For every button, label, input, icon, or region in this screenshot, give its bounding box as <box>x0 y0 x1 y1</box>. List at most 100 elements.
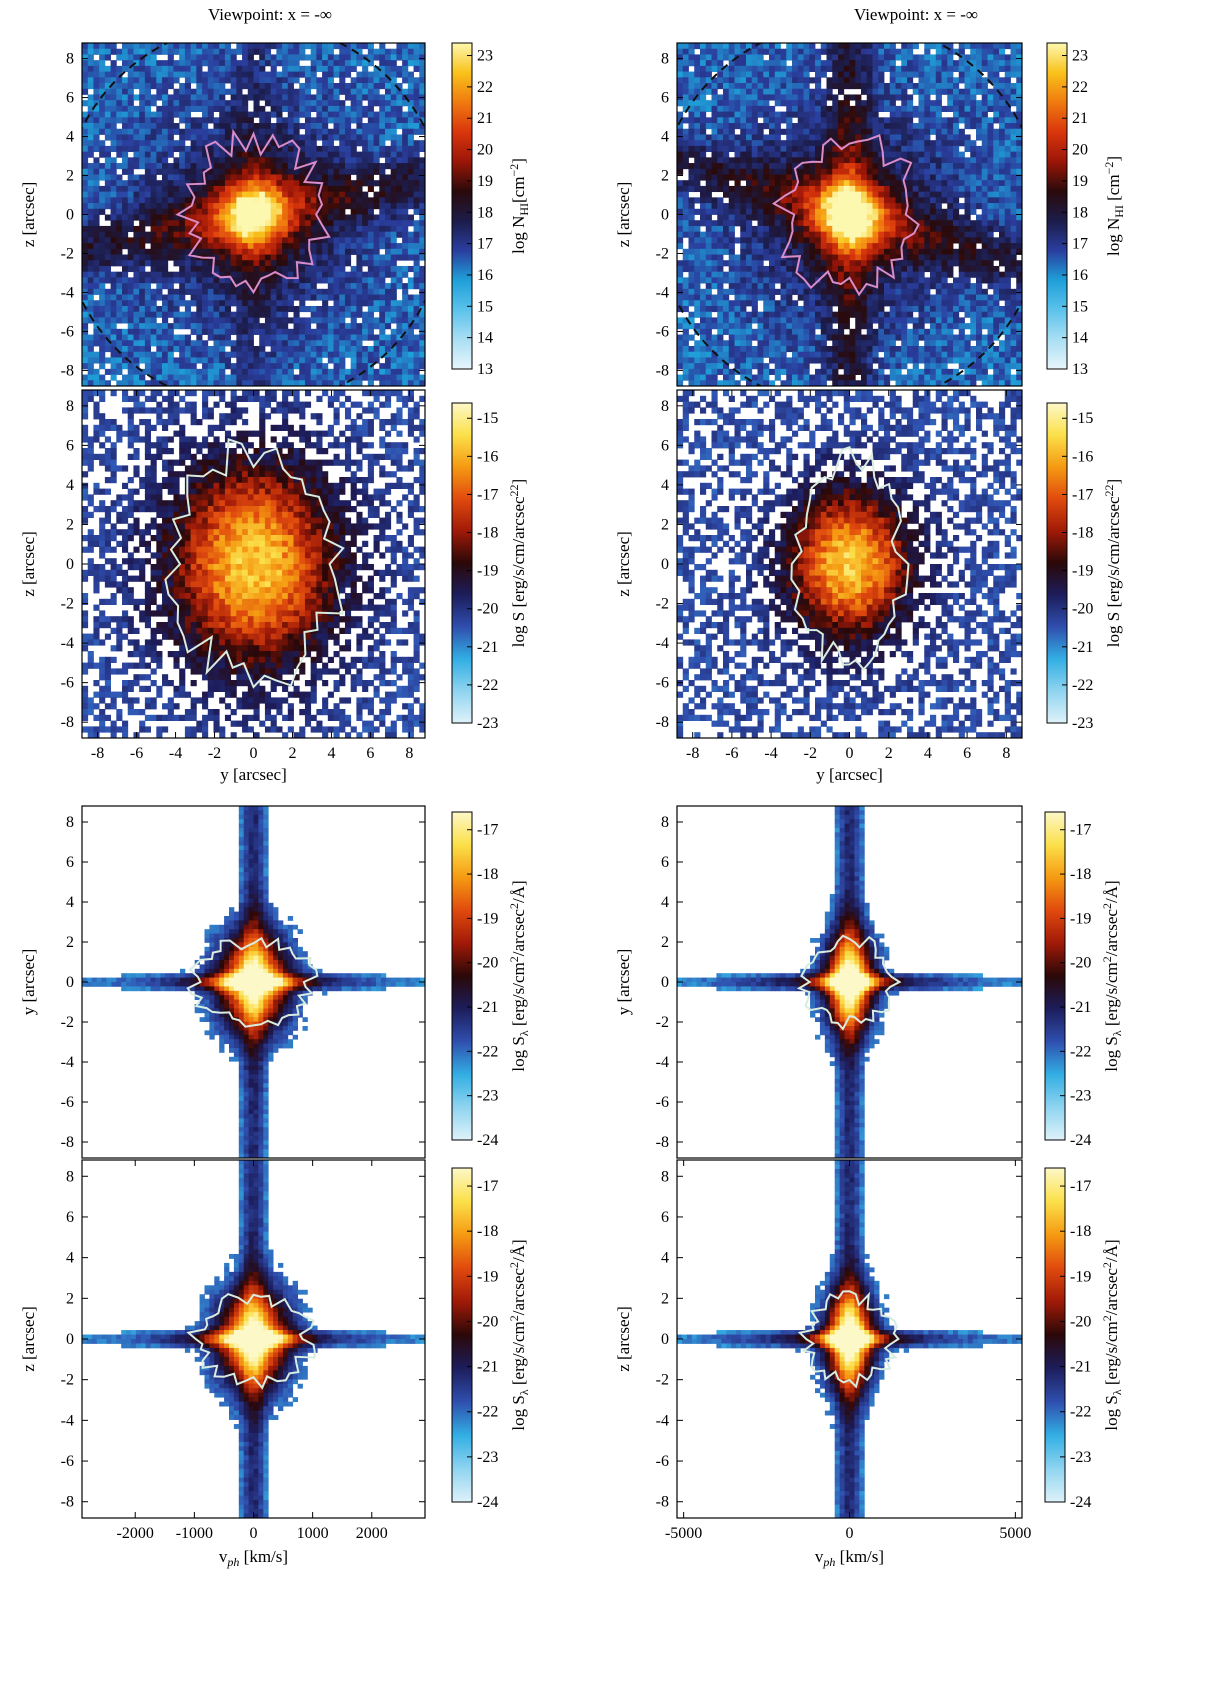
colorbar-tick-label: -20 <box>1070 955 1091 972</box>
x-tick-label: -6 <box>130 745 143 762</box>
colorbar-tick-label: -22 <box>1070 1404 1091 1421</box>
y-axis-label: y [arcsec] <box>19 949 38 1016</box>
colorbar-tick-label: -19 <box>477 563 498 580</box>
colorbar-tick-label: -24 <box>477 1132 498 1149</box>
y-tick-label: -2 <box>61 1372 74 1389</box>
x-tick-label: -4 <box>764 745 777 762</box>
colorbar-tick-label: -20 <box>1070 1313 1091 1330</box>
colorbar-tick-label: -21 <box>477 639 498 656</box>
contour-b3 <box>796 934 902 1031</box>
colorbar-tick-label: -24 <box>1070 1132 1091 1149</box>
x-tick-label: 0 <box>250 745 258 762</box>
y-axis-label: z [arcsec] <box>614 531 633 597</box>
colorbar-tick-label: -18 <box>1070 866 1091 883</box>
contour-b1 <box>771 134 920 297</box>
heatmap-image-a4 <box>82 1160 426 1519</box>
x-tick-label: 6 <box>366 745 374 762</box>
y-axis-label: z [arcsec] <box>614 182 633 248</box>
colorbar-b3 <box>1044 811 1066 1141</box>
x-tick-label: 5000 <box>999 1525 1031 1542</box>
y-tick-label: -8 <box>61 362 74 379</box>
colorbar-a4 <box>451 1167 473 1503</box>
y-tick-label: -4 <box>61 1054 74 1071</box>
x-tick-label: 0 <box>846 1525 854 1542</box>
colorbar-tick-label: 14 <box>1072 330 1088 347</box>
colorbar-tick-label: -18 <box>477 525 498 542</box>
colorbar-tick-label: -22 <box>477 1043 498 1060</box>
y-axis-label: z [arcsec] <box>19 1306 38 1372</box>
colorbar-tick-label: -23 <box>477 715 498 732</box>
colorbar-tick-label: -21 <box>1070 1359 1091 1376</box>
colorbar-label: log S [erg/s/cm/arcsec22] <box>507 479 528 647</box>
colorbar-tick-label: 23 <box>1072 48 1088 65</box>
y-tick-label: 6 <box>661 90 669 107</box>
colorbar-tick-label: 20 <box>477 142 493 159</box>
x-axis-label: y [arcsec] <box>816 765 883 784</box>
y-tick-label: 2 <box>66 934 74 951</box>
colorbar-b2 <box>1046 402 1068 724</box>
x-tick-label: -8 <box>686 745 699 762</box>
x-tick-label: -2 <box>804 745 817 762</box>
y-tick-label: 4 <box>661 1250 669 1267</box>
colorbar-b1 <box>1046 42 1068 370</box>
y-tick-label: -6 <box>656 675 669 692</box>
y-tick-label: 4 <box>66 894 74 911</box>
heatmap-image-a3 <box>82 806 426 1159</box>
y-tick-label: 0 <box>661 556 669 573</box>
colorbar-tick-label: -17 <box>1070 822 1091 839</box>
y-tick-label: 8 <box>66 1168 74 1185</box>
y-tick-label: 0 <box>66 974 74 991</box>
colorbar-tick-label: -22 <box>477 1404 498 1421</box>
x-tick-label: -5000 <box>665 1525 702 1542</box>
x-tick-label: -4 <box>169 745 182 762</box>
contour-b2 <box>790 446 910 671</box>
heatmap-image-a1 <box>82 43 426 387</box>
colorbar-tick-label: 17 <box>1072 236 1088 253</box>
contour-a2 <box>164 438 345 689</box>
y-tick-label: 2 <box>66 516 74 533</box>
colorbar-tick-label: 13 <box>1072 361 1088 378</box>
x-tick-label: 2 <box>288 745 296 762</box>
y-tick-label: -4 <box>656 635 669 652</box>
y-tick-label: 0 <box>66 1331 74 1348</box>
colorbar-tick-label: -23 <box>1072 715 1093 732</box>
colorbar-tick-label: 16 <box>1072 267 1088 284</box>
x-tick-label: 2 <box>885 745 893 762</box>
y-axis-label: y [arcsec] <box>614 949 633 1016</box>
x-tick-label: 6 <box>963 745 971 762</box>
colorbar-tick-label: 14 <box>477 330 493 347</box>
y-tick-label: 8 <box>661 398 669 415</box>
x-axis-label: vph [km/s] <box>815 1547 884 1569</box>
colorbar-b4 <box>1044 1167 1066 1503</box>
y-tick-label: -4 <box>61 1412 74 1429</box>
colorbar-tick-label: -18 <box>477 1223 498 1240</box>
y-tick-label: -4 <box>656 1412 669 1429</box>
y-tick-label: 4 <box>66 1250 74 1267</box>
y-tick-label: 4 <box>66 477 74 494</box>
y-tick-label: 0 <box>661 207 669 224</box>
y-tick-label: 8 <box>661 1168 669 1185</box>
y-tick-label: 6 <box>661 854 669 871</box>
y-tick-label: -4 <box>656 1054 669 1071</box>
colorbar-tick-label: -15 <box>1072 410 1093 427</box>
x-tick-label: 0 <box>250 1525 258 1542</box>
contour-a4 <box>186 1292 316 1390</box>
x-tick-label: 8 <box>405 745 413 762</box>
y-tick-label: -8 <box>656 1494 669 1511</box>
colorbar-tick-label: 15 <box>1072 298 1088 315</box>
colorbar-tick-label: 19 <box>1072 173 1088 190</box>
y-tick-label: -4 <box>61 284 74 301</box>
x-tick-label: -2000 <box>117 1525 154 1542</box>
colorbar-tick-label: 13 <box>477 361 493 378</box>
colorbar-tick-label: -20 <box>477 601 498 618</box>
y-tick-label: 6 <box>661 1209 669 1226</box>
colorbar-tick-label: -24 <box>1070 1494 1091 1511</box>
y-tick-label: -6 <box>61 323 74 340</box>
contour-b4 <box>797 1290 900 1389</box>
colorbar-tick-label: 21 <box>1072 110 1088 127</box>
